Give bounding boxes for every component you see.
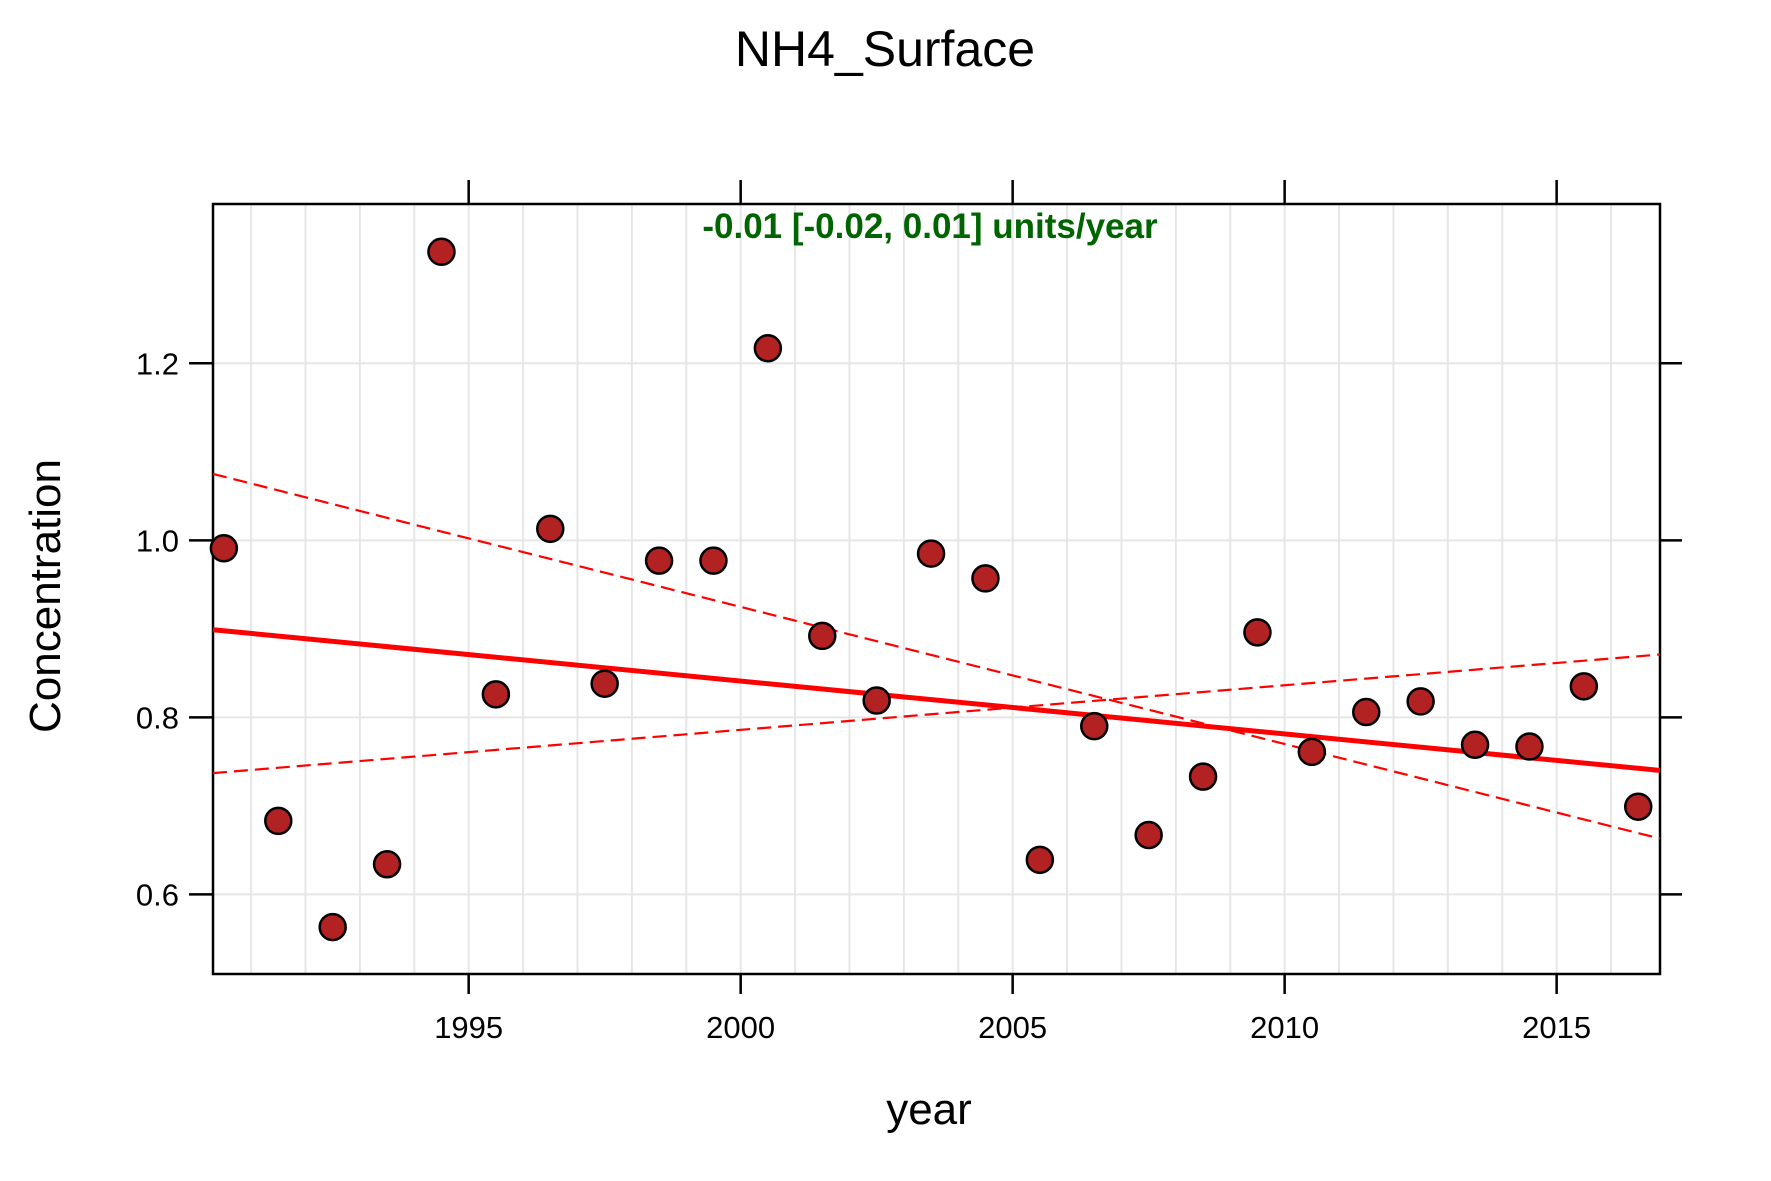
- tick-labels: 1995 2000 2005 2010 2015 0.6 0.8 1.0 1.2: [136, 346, 1591, 1045]
- y-tick-label: 0.8: [136, 700, 179, 735]
- data-point: [264, 806, 293, 836]
- y-tick-label: 1.2: [136, 346, 179, 381]
- annotation-text: -0.01 [-0.02, 0.01] units/year: [702, 207, 1158, 246]
- data-point: [1623, 792, 1653, 821]
- ci-lower-line: [212, 472, 1661, 840]
- data-point: [1080, 711, 1109, 741]
- y-axis-label: Concentration: [21, 459, 70, 733]
- data-point: [753, 334, 783, 363]
- data-point: [1297, 737, 1327, 767]
- data-point: [1406, 687, 1435, 716]
- data-point: [1515, 732, 1544, 761]
- data-point: [916, 539, 946, 568]
- x-tick-label: 2015: [1522, 1010, 1591, 1045]
- chart-title: NH4_Surface: [735, 21, 1035, 77]
- ci-upper-line: [212, 653, 1661, 775]
- grid: [213, 204, 1660, 974]
- trend-line: [212, 627, 1661, 773]
- data-point: [1134, 820, 1163, 850]
- data-point: [536, 514, 565, 544]
- data-point: [971, 564, 1000, 593]
- data-point: [481, 680, 511, 709]
- data-point: [372, 850, 402, 879]
- data-point: [644, 546, 674, 575]
- x-tick-label: 2005: [978, 1010, 1047, 1045]
- x-tick-label: 1995: [434, 1010, 503, 1045]
- data-point: [1188, 762, 1218, 791]
- trend-lines: [212, 472, 1661, 840]
- data-point: [699, 546, 728, 575]
- data-point: [1569, 672, 1599, 701]
- data-point: [318, 912, 347, 942]
- data-point: [209, 534, 239, 563]
- plot-frame: [211, 202, 1662, 976]
- data-point: [1025, 845, 1055, 875]
- y-tick-label: 0.6: [136, 877, 179, 912]
- data-point: [1460, 730, 1490, 760]
- data-point: [862, 686, 891, 715]
- x-tick-label: 2010: [1250, 1010, 1319, 1045]
- x-axis-label: year: [886, 1085, 972, 1134]
- y-tick-label: 1.0: [136, 523, 179, 558]
- data-point: [590, 669, 619, 698]
- axis-ticks: [189, 180, 1682, 994]
- data-points: [209, 237, 1653, 942]
- data-point: [808, 621, 837, 651]
- x-tick-label: 2000: [706, 1010, 775, 1045]
- data-point: [427, 237, 456, 267]
- data-point: [1351, 697, 1381, 727]
- data-point: [1243, 618, 1272, 647]
